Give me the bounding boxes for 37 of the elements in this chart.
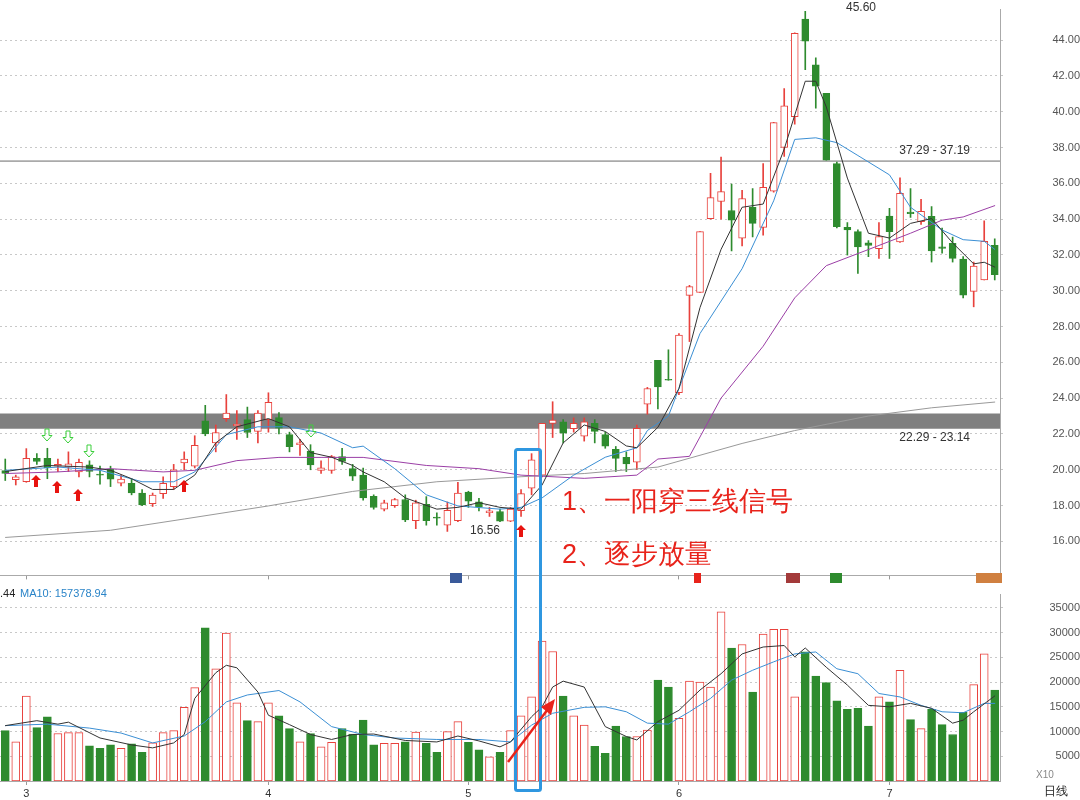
y-tick-label: 34.00 (1052, 212, 1080, 225)
y-tick-label: 30.00 (1052, 283, 1080, 296)
y-tick-label: 18.00 (1052, 498, 1080, 511)
y-tick-label: 10000 (1049, 724, 1080, 737)
x-tick-label: 4 (265, 786, 272, 799)
y-tick-label: 38.00 (1052, 140, 1080, 153)
y-tick-label: 20.00 (1052, 462, 1080, 475)
text: 日线 (1044, 784, 1068, 799)
annotation: 2、逐步放量 (562, 539, 713, 570)
y-tick-label: 26.00 (1052, 355, 1080, 368)
y-tick-label: 44.00 (1052, 33, 1080, 46)
y-tick-label: 16.00 (1052, 534, 1080, 547)
annotation: 45.60 (846, 0, 877, 15)
band-label: 37.29 - 37.19 (899, 143, 971, 158)
y-tick-label: 30000 (1049, 625, 1080, 638)
y-tick-label: 42.00 (1052, 68, 1080, 81)
y-tick-label: 20000 (1049, 675, 1080, 688)
y-tick-label: 35000 (1049, 600, 1080, 613)
y-tick-label: 25000 (1049, 650, 1080, 663)
x-tick-label: 7 (886, 786, 893, 799)
y-tick-label: 22.00 (1052, 426, 1080, 439)
text: X10 (1036, 768, 1055, 780)
y-tick-label: 36.00 (1052, 176, 1080, 189)
y-tick-label: 40.00 (1052, 104, 1080, 117)
y-tick-label: 28.00 (1052, 319, 1080, 332)
annotation: 16.56 (470, 523, 501, 538)
y-tick-label: 24.00 (1052, 391, 1080, 404)
annotation: .44 (0, 587, 16, 600)
annotation: 1、一阳穿三线信号 (562, 486, 794, 517)
y-tick-label: 5000 (1055, 749, 1080, 762)
annotation: MA10: 157378.94 (20, 587, 107, 600)
y-tick-label: 15000 (1049, 699, 1080, 712)
x-tick-label: 5 (465, 786, 472, 799)
y-tick-label: 32.00 (1052, 247, 1080, 260)
x-tick-label: 3 (23, 786, 30, 799)
band-label: 22.29 - 23.14 (899, 430, 971, 445)
x-tick-label: 6 (675, 786, 683, 799)
